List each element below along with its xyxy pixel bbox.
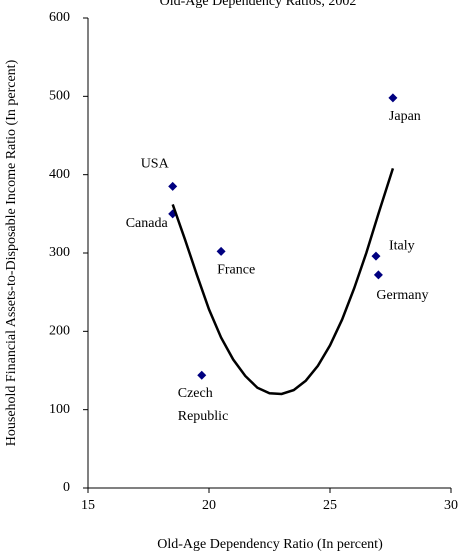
point-label: Japan xyxy=(389,109,421,124)
point xyxy=(216,246,226,256)
x-tick-label: 30 xyxy=(444,498,458,513)
fit-curve xyxy=(171,168,395,396)
point xyxy=(388,93,398,103)
y-axis-label: Household Financial Assets-to-Disposable… xyxy=(4,59,19,446)
point-label: Italy xyxy=(389,238,415,253)
point xyxy=(373,270,383,280)
y-tick-label: 200 xyxy=(49,324,70,339)
y-tick-label: 100 xyxy=(49,402,70,417)
y-tick-label: 500 xyxy=(49,89,70,104)
point-label: USA xyxy=(141,157,170,172)
x-tick-label: 15 xyxy=(81,498,95,513)
y-tick-label: 0 xyxy=(63,480,70,495)
x-tick-label: 25 xyxy=(323,498,337,513)
point xyxy=(371,251,381,261)
y-tick-label: 300 xyxy=(49,245,70,260)
point xyxy=(197,370,207,380)
y-tick-label: 400 xyxy=(49,167,70,182)
point-label: Czech Republic xyxy=(178,386,229,424)
chart-title: Old-Age Dependency Ratios, 2002 xyxy=(160,0,357,9)
point xyxy=(168,181,178,191)
x-tick-label: 20 xyxy=(202,498,216,513)
point-label: Germany xyxy=(376,288,428,303)
point-label: France xyxy=(217,263,255,278)
y-tick-label: 600 xyxy=(49,10,70,25)
x-axis-label: Old-Age Dependency Ratio (In percent) xyxy=(157,537,383,552)
point-label: Canada xyxy=(126,216,169,231)
